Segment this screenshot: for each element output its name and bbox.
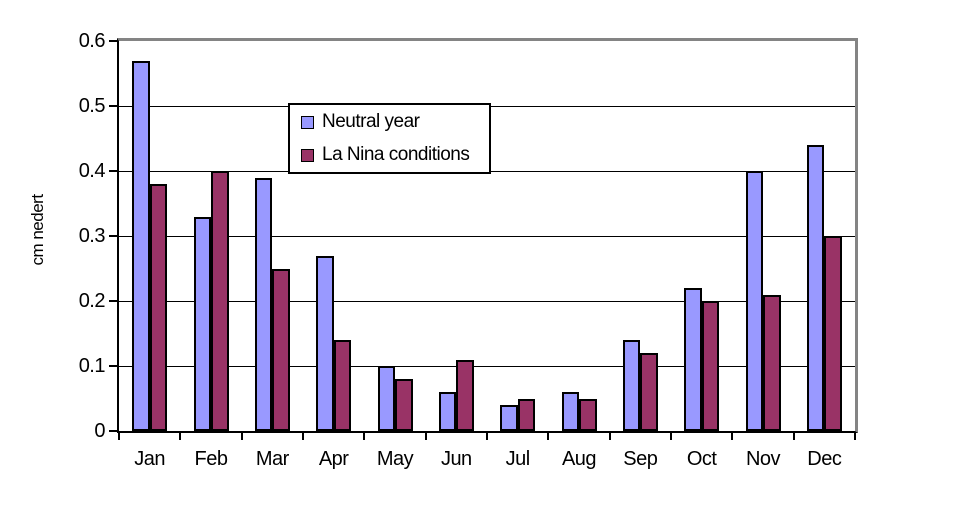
x-tick-label-oct: Oct: [686, 448, 717, 470]
x-tick-mark: [608, 433, 611, 440]
y-tick-mark: [109, 40, 117, 42]
x-tick-mark: [179, 433, 182, 440]
y-tick-mark: [109, 170, 117, 172]
y-tick-mark: [109, 365, 117, 367]
bar-neutral-year-dec: [806, 145, 825, 431]
legend-item-la-nina: La Nina conditions: [301, 144, 489, 166]
x-tick-mark: [240, 433, 243, 440]
x-tick-mark: [424, 433, 427, 440]
x-tick-mark: [363, 433, 366, 440]
x-tick-label-dec: Dec: [807, 448, 842, 470]
legend-swatch-neutral-year-icon: [301, 115, 314, 129]
bar-la-nina-conditions-nov: [763, 294, 781, 431]
x-tick-mark: [118, 433, 120, 440]
plot-area: [117, 38, 858, 433]
bar-la-nina-conditions-sep: [640, 353, 658, 431]
x-tick-label-sep: Sep: [623, 448, 658, 470]
bar-neutral-year-aug: [561, 392, 579, 431]
bar-la-nina-conditions-jul: [517, 398, 536, 431]
y-tick-mark: [109, 235, 117, 237]
bar-neutral-year-oct: [684, 288, 702, 431]
x-tick-label-nov: Nov: [745, 448, 781, 470]
legend: Neutral year La Nina conditions: [288, 103, 491, 174]
bar-neutral-year-sep: [622, 340, 641, 431]
x-tick-mark: [486, 433, 488, 440]
x-tick-mark: [547, 433, 550, 440]
gridline-0.2: [119, 300, 855, 302]
bar-la-nina-conditions-apr: [333, 340, 352, 431]
bar-la-nina-conditions-oct: [701, 301, 720, 431]
legend-item-neutral-year: Neutral year: [301, 111, 489, 133]
bar-neutral-year-may: [377, 366, 395, 431]
x-tick-mark: [670, 433, 672, 440]
bar-la-nina-conditions-jun: [456, 359, 474, 431]
y-tick-label-0.5: 0.5: [78, 95, 106, 117]
y-tick-label-0.2: 0.2: [78, 290, 106, 312]
legend-label-neutral-year: Neutral year: [322, 111, 420, 132]
y-tick-mark: [109, 430, 117, 432]
x-tick-label-mar: Mar: [255, 448, 289, 470]
y-tick-label-0.1: 0.1: [78, 355, 106, 377]
y-tick-label-0.6: 0.6: [78, 30, 106, 52]
bar-la-nina-conditions-may: [395, 379, 413, 431]
bar-neutral-year-jan: [132, 60, 150, 431]
bar-neutral-year-nov: [745, 171, 763, 431]
x-tick-label-apr: Apr: [318, 448, 349, 470]
x-tick-mark: [731, 433, 734, 440]
y-tick-mark: [109, 105, 117, 107]
bar-la-nina-conditions-dec: [824, 236, 842, 431]
x-tick-label-jan: Jan: [134, 448, 166, 470]
x-tick-mark: [302, 433, 304, 440]
y-tick-label-0.4: 0.4: [78, 160, 106, 182]
x-tick-label-aug: Aug: [561, 448, 597, 470]
x-tick-mark: [854, 433, 856, 440]
x-tick-label-may: May: [376, 448, 414, 470]
bar-la-nina-conditions-feb: [211, 171, 229, 431]
gridline-0.1: [119, 365, 855, 367]
bar-neutral-year-jul: [500, 405, 518, 431]
bar-neutral-year-jun: [438, 392, 457, 431]
bar-neutral-year-apr: [316, 255, 334, 431]
x-tick-label-jul: Jul: [505, 448, 531, 470]
gridline-0.3: [119, 235, 855, 237]
bar-la-nina-conditions-aug: [579, 398, 597, 431]
x-tick-label-feb: Feb: [194, 448, 228, 470]
y-tick-label-0: 0: [94, 420, 105, 442]
legend-swatch-la-nina-icon: [301, 148, 314, 162]
legend-label-la-nina: La Nina conditions: [322, 144, 470, 165]
bar-la-nina-conditions-mar: [272, 268, 290, 431]
bar-la-nina-conditions-jan: [149, 184, 168, 431]
bar-neutral-year-mar: [254, 177, 273, 431]
x-tick-label-jun: Jun: [440, 448, 472, 470]
bar-neutral-year-feb: [193, 216, 211, 431]
y-tick-mark: [109, 300, 117, 302]
y-tick-label-0.3: 0.3: [78, 225, 106, 247]
x-tick-mark: [792, 433, 795, 440]
